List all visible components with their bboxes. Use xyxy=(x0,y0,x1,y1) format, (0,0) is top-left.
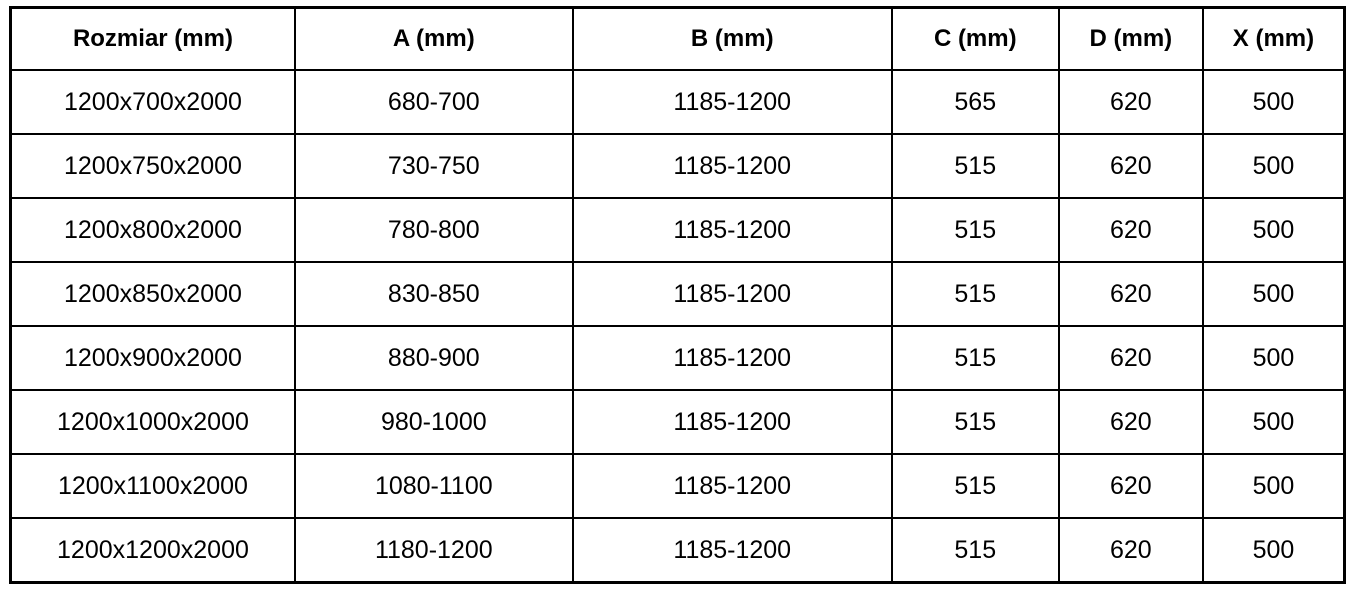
table-body: 1200x700x2000 680-700 1185-1200 565 620 500 12… xyxy=(9,69,1346,584)
table-cell: 680-700 xyxy=(293,69,574,135)
table-cell: 620 xyxy=(1057,453,1204,519)
table-cell: 500 xyxy=(1201,517,1346,584)
table-cell: 1200x750x2000 xyxy=(9,133,296,199)
table-cell: 565 xyxy=(890,69,1060,135)
table-row: 1200x800x2000 780-800 1185-1200 515 620 500 xyxy=(9,197,1346,263)
header-cell: A (mm) xyxy=(293,6,574,71)
table-cell: 1200x1200x2000 xyxy=(9,517,296,584)
table-row: 1200x1200x2000 1180-1200 1185-1200 515 620 50… xyxy=(9,517,1346,584)
table-cell: 1185-1200 xyxy=(571,133,893,199)
table-row: 1200x1000x2000 980-1000 1185-1200 515 620 500 xyxy=(9,389,1346,455)
table-cell: 730-750 xyxy=(293,133,574,199)
size-spec-table: Rozmiar (mm) A (mm) B (mm) C (mm) D (mm) X (m… xyxy=(9,6,1346,584)
table-cell: 515 xyxy=(890,133,1060,199)
header-cell: X (mm) xyxy=(1201,6,1346,71)
table-cell: 620 xyxy=(1057,197,1204,263)
table-cell: 500 xyxy=(1201,453,1346,519)
table-cell: 980-1000 xyxy=(293,389,574,455)
table-row: 1200x900x2000 880-900 1185-1200 515 620 500 xyxy=(9,325,1346,391)
table-cell: 620 xyxy=(1057,133,1204,199)
table-cell: 500 xyxy=(1201,69,1346,135)
table-row: 1200x1100x2000 1080-1100 1185-1200 515 620 50… xyxy=(9,453,1346,519)
table-cell: 500 xyxy=(1201,325,1346,391)
table-cell: 620 xyxy=(1057,261,1204,327)
header-cell: D (mm) xyxy=(1057,6,1204,71)
table-cell: 1185-1200 xyxy=(571,197,893,263)
table-cell: 780-800 xyxy=(293,197,574,263)
table-row: 1200x700x2000 680-700 1185-1200 565 620 500 xyxy=(9,69,1346,135)
table-row: 1200x750x2000 730-750 1185-1200 515 620 500 xyxy=(9,133,1346,199)
header-cell: B (mm) xyxy=(571,6,893,71)
table-cell: 1200x1000x2000 xyxy=(9,389,296,455)
header-cell: Rozmiar (mm) xyxy=(9,6,296,71)
table-cell: 830-850 xyxy=(293,261,574,327)
table-cell: 1185-1200 xyxy=(571,325,893,391)
table-cell: 1200x900x2000 xyxy=(9,325,296,391)
table-cell: 1185-1200 xyxy=(571,261,893,327)
table-cell: 620 xyxy=(1057,69,1204,135)
table-cell: 515 xyxy=(890,389,1060,455)
table-cell: 515 xyxy=(890,517,1060,584)
table-cell: 1185-1200 xyxy=(571,69,893,135)
header-cell: C (mm) xyxy=(890,6,1060,71)
table-cell: 500 xyxy=(1201,261,1346,327)
table-cell: 500 xyxy=(1201,389,1346,455)
table-cell: 500 xyxy=(1201,197,1346,263)
table-cell: 1185-1200 xyxy=(571,389,893,455)
table-cell: 515 xyxy=(890,453,1060,519)
table-cell: 515 xyxy=(890,197,1060,263)
table-cell: 1200x700x2000 xyxy=(9,69,296,135)
table-cell: 1180-1200 xyxy=(293,517,574,584)
table-row: 1200x850x2000 830-850 1185-1200 515 620 500 xyxy=(9,261,1346,327)
table-cell: 620 xyxy=(1057,325,1204,391)
table-cell: 1185-1200 xyxy=(571,517,893,584)
header-row: Rozmiar (mm) A (mm) B (mm) C (mm) D (mm) X (m… xyxy=(9,6,1346,71)
table-cell: 620 xyxy=(1057,517,1204,584)
table-cell: 880-900 xyxy=(293,325,574,391)
table-cell: 515 xyxy=(890,261,1060,327)
table-cell: 1080-1100 xyxy=(293,453,574,519)
table-cell: 1200x850x2000 xyxy=(9,261,296,327)
table-cell: 620 xyxy=(1057,389,1204,455)
table-cell: 1200x1100x2000 xyxy=(9,453,296,519)
table-cell: 1200x800x2000 xyxy=(9,197,296,263)
table-cell: 1185-1200 xyxy=(571,453,893,519)
table-cell: 500 xyxy=(1201,133,1346,199)
table-header: Rozmiar (mm) A (mm) B (mm) C (mm) D (mm) X (m… xyxy=(9,6,1346,71)
table-cell: 515 xyxy=(890,325,1060,391)
